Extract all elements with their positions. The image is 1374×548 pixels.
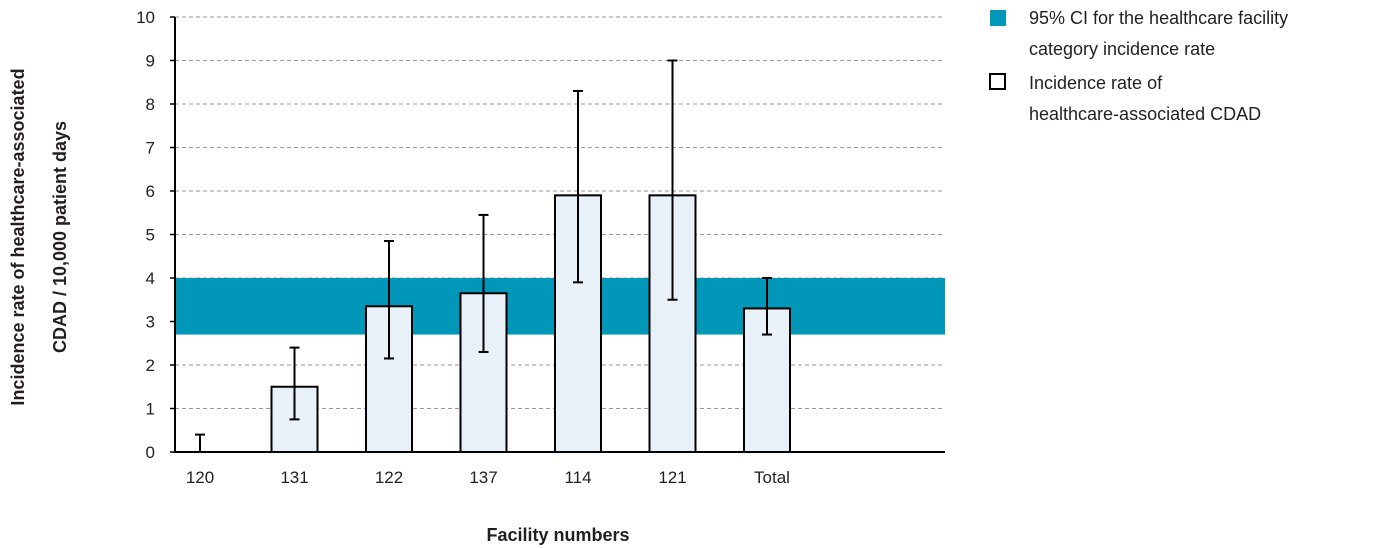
y-tick-label: 9 <box>146 52 155 71</box>
y-tick-label: 3 <box>146 313 155 332</box>
y-tick-label: 4 <box>146 269 155 288</box>
bar-114 <box>554 194 602 453</box>
y-tick-label: 8 <box>146 95 155 114</box>
y-tick-label: 10 <box>136 8 155 27</box>
y-axis-title-line1: Incidence rate of healthcare-associated <box>8 68 28 405</box>
y-tick-label: 0 <box>146 443 155 462</box>
x-tick-label-Total: Total <box>754 468 790 487</box>
x-tick-label-131: 131 <box>280 468 308 487</box>
y-tick-label: 6 <box>146 182 155 201</box>
y-axis-title-line2: CDAD / 10,000 patient days <box>50 121 70 353</box>
x-tick-label-122: 122 <box>375 468 403 487</box>
y-tick-label: 1 <box>146 400 155 419</box>
axes <box>170 16 945 453</box>
legend-band-label-line1: 95% CI for the healthcare facility <box>1029 8 1288 28</box>
legend-bar-swatch <box>989 73 1006 90</box>
y-tick-label: 5 <box>146 226 155 245</box>
legend: 95% CI for the healthcare facility categ… <box>989 8 1288 124</box>
legend-band-label-line2: category incidence rate <box>1029 39 1215 59</box>
x-tick-label-137: 137 <box>469 468 497 487</box>
legend-bar-label-line1: Incidence rate of <box>1029 73 1163 93</box>
x-tick-label-121: 121 <box>658 468 686 487</box>
x-tick-label-120: 120 <box>186 468 214 487</box>
x-tick-labels: 120 131 122 137 114 121 Total <box>186 468 790 487</box>
x-tick-label-114: 114 <box>564 468 591 487</box>
x-axis-title: Facility numbers <box>486 525 629 545</box>
legend-band-swatch <box>990 10 1006 26</box>
y-tick-label: 2 <box>146 356 155 375</box>
legend-bar-label-line2: healthcare-associated CDAD <box>1029 104 1261 124</box>
y-tick-label: 7 <box>146 139 155 158</box>
y-tick-labels: 0 1 2 3 4 5 6 7 8 9 10 <box>136 8 155 462</box>
